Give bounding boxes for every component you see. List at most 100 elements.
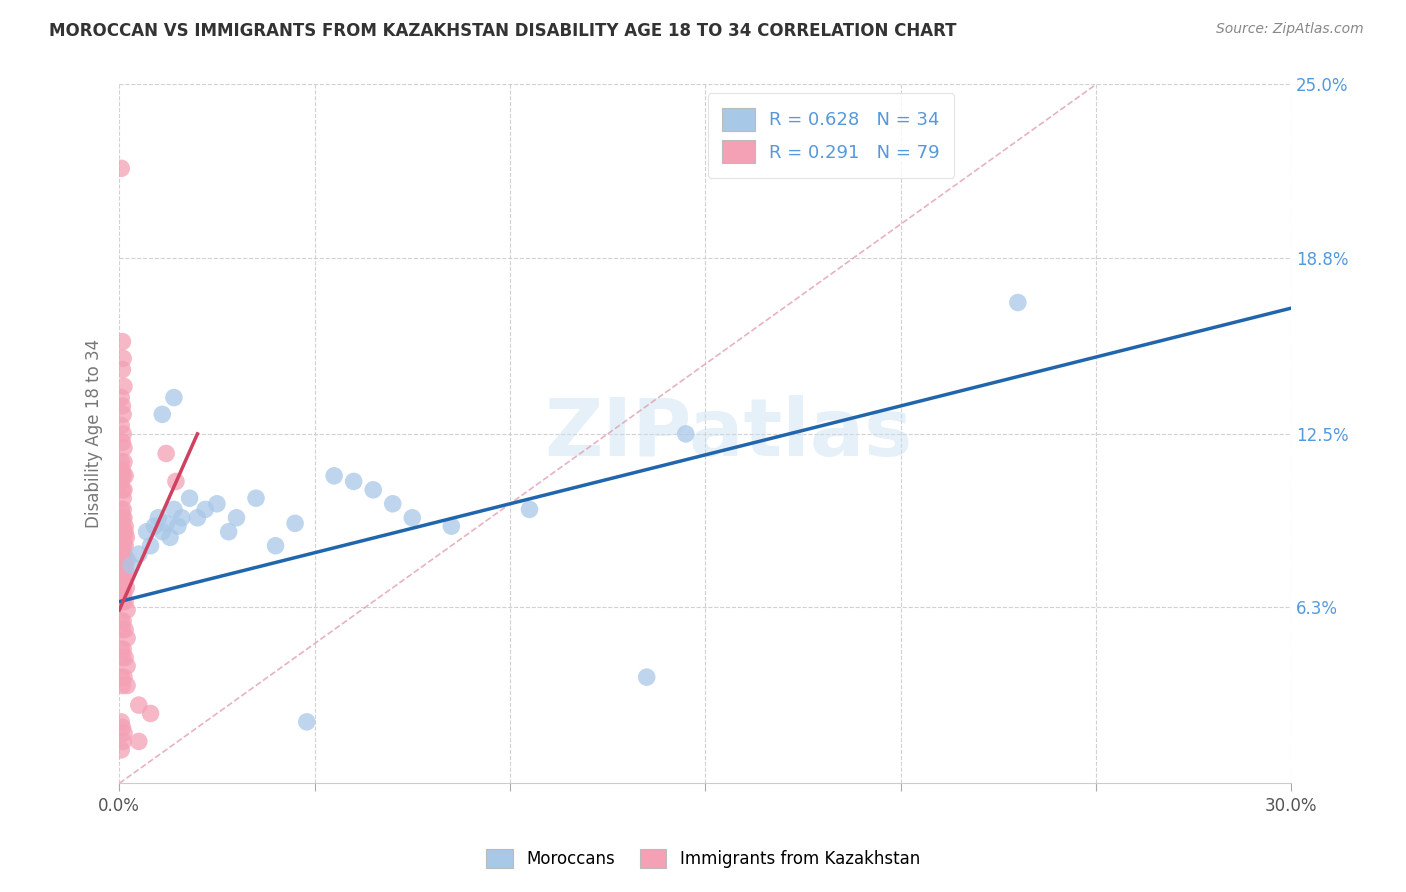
Point xyxy=(112,547,135,561)
Point xyxy=(114,519,136,533)
Point xyxy=(111,575,134,590)
Point xyxy=(114,650,136,665)
Point xyxy=(111,435,134,450)
Point xyxy=(114,558,136,573)
Point xyxy=(112,510,135,524)
Point xyxy=(675,426,697,441)
Point xyxy=(115,581,138,595)
Point xyxy=(114,623,136,637)
Point xyxy=(205,497,228,511)
Point xyxy=(361,483,384,497)
Point xyxy=(150,407,173,421)
Point xyxy=(165,475,187,489)
Point xyxy=(111,721,134,735)
Point xyxy=(110,161,132,176)
Point xyxy=(110,642,132,657)
Point xyxy=(110,391,132,405)
Point xyxy=(295,714,318,729)
Point xyxy=(111,586,134,600)
Point xyxy=(170,510,193,524)
Point xyxy=(112,530,135,544)
Legend: Moroccans, Immigrants from Kazakhstan: Moroccans, Immigrants from Kazakhstan xyxy=(479,842,927,875)
Point xyxy=(112,726,135,740)
Point xyxy=(115,659,138,673)
Point xyxy=(111,547,134,561)
Text: Source: ZipAtlas.com: Source: ZipAtlas.com xyxy=(1216,22,1364,37)
Point xyxy=(143,519,166,533)
Point xyxy=(112,468,135,483)
Point xyxy=(114,524,136,539)
Point xyxy=(167,519,190,533)
Point xyxy=(115,530,138,544)
Point xyxy=(112,581,135,595)
Y-axis label: Disability Age 18 to 34: Disability Age 18 to 34 xyxy=(86,339,103,528)
Point xyxy=(114,468,136,483)
Point xyxy=(440,519,463,533)
Point xyxy=(112,734,135,748)
Point xyxy=(225,510,247,524)
Point xyxy=(110,502,132,516)
Point xyxy=(139,539,162,553)
Point xyxy=(120,558,142,573)
Point xyxy=(179,491,201,506)
Point xyxy=(112,491,135,506)
Point xyxy=(110,455,132,469)
Point xyxy=(110,524,132,539)
Point xyxy=(110,581,132,595)
Point xyxy=(110,418,132,433)
Point xyxy=(194,502,217,516)
Point xyxy=(111,334,134,349)
Point xyxy=(343,475,366,489)
Point xyxy=(110,714,132,729)
Point xyxy=(115,603,138,617)
Point xyxy=(135,524,157,539)
Point xyxy=(218,524,240,539)
Point xyxy=(155,516,177,531)
Point xyxy=(112,441,135,455)
Point xyxy=(111,679,134,693)
Point xyxy=(112,594,135,608)
Point xyxy=(111,399,134,413)
Point xyxy=(128,547,150,561)
Point xyxy=(112,524,135,539)
Point xyxy=(112,558,135,573)
Point xyxy=(114,594,136,608)
Point xyxy=(264,539,287,553)
Point xyxy=(110,539,132,553)
Point xyxy=(112,502,135,516)
Point xyxy=(112,566,135,581)
Point xyxy=(112,407,135,421)
Point xyxy=(381,497,404,511)
Point xyxy=(112,575,135,590)
Point xyxy=(111,566,134,581)
Point xyxy=(111,519,134,533)
Point xyxy=(114,539,136,553)
Point xyxy=(110,743,132,757)
Point xyxy=(163,502,186,516)
Point xyxy=(159,530,181,544)
Point xyxy=(111,650,134,665)
Point xyxy=(1007,295,1029,310)
Point xyxy=(519,502,541,516)
Point xyxy=(115,631,138,645)
Point xyxy=(186,510,208,524)
Point xyxy=(284,516,307,531)
Point xyxy=(112,614,135,628)
Point xyxy=(401,510,423,524)
Legend: R = 0.628   N = 34, R = 0.291   N = 79: R = 0.628 N = 34, R = 0.291 N = 79 xyxy=(707,94,955,178)
Point xyxy=(111,463,134,477)
Point xyxy=(128,698,150,712)
Point xyxy=(148,510,170,524)
Point xyxy=(110,594,132,608)
Point xyxy=(110,558,132,573)
Point xyxy=(112,379,135,393)
Point xyxy=(112,455,135,469)
Point xyxy=(111,362,134,376)
Point xyxy=(112,642,135,657)
Point xyxy=(139,706,162,721)
Point xyxy=(112,539,135,553)
Point xyxy=(111,623,134,637)
Point xyxy=(155,446,177,460)
Point xyxy=(636,670,658,684)
Point xyxy=(128,734,150,748)
